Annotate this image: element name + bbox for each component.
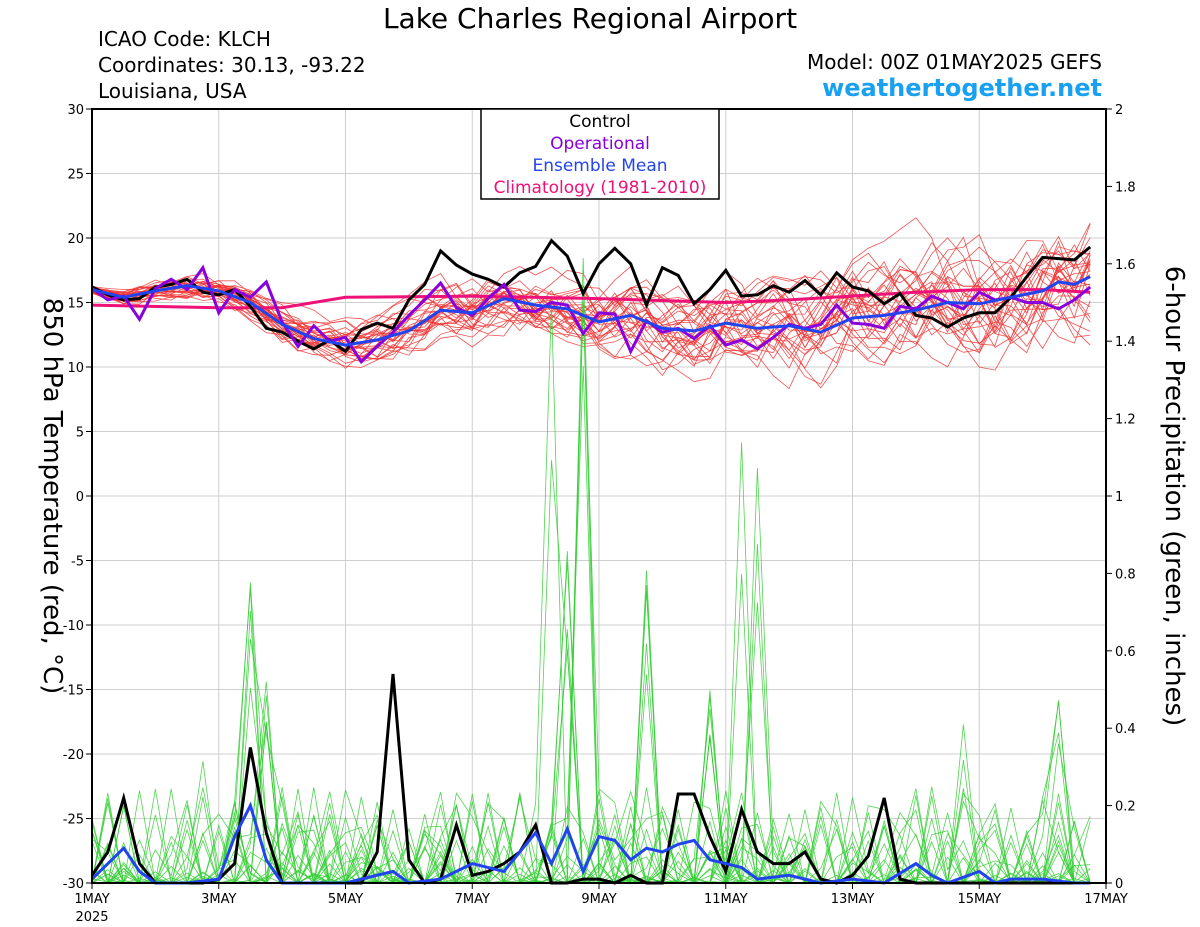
series-lines bbox=[90, 238, 1092, 885]
legend-entry: Operational bbox=[550, 134, 650, 154]
x-tick-label: 5MAY bbox=[328, 892, 363, 907]
right-tick-label: 1.6 bbox=[1115, 258, 1136, 273]
legend-entry: Climatology (1981-2010) bbox=[494, 178, 707, 198]
legend-entry: Control bbox=[569, 112, 630, 132]
left-tick-label: 10 bbox=[67, 361, 84, 376]
right-tick-label: 1.2 bbox=[1115, 413, 1136, 428]
legend-box bbox=[480, 108, 720, 200]
right-tick-label: 0.2 bbox=[1115, 800, 1136, 815]
x-tick-label: 13MAY bbox=[831, 892, 875, 907]
x-tick-label: 7MAY bbox=[455, 892, 490, 907]
site-link[interactable]: weathertogether.net bbox=[822, 74, 1102, 102]
x-tick-label: 15MAY bbox=[957, 892, 1001, 907]
axis-ticks: 302520151050-5-10-15-20-25-3021.81.61.41… bbox=[63, 103, 1136, 925]
x-tick-label: 3MAY bbox=[201, 892, 236, 907]
temperature-member-line bbox=[91, 234, 1091, 358]
chart-title: Lake Charles Regional Airport bbox=[382, 2, 798, 35]
temperature-member-line bbox=[91, 237, 1091, 355]
left-tick-label: 30 bbox=[67, 103, 84, 118]
temperature-member-line bbox=[91, 251, 1091, 389]
x-year-label: 2025 bbox=[75, 910, 108, 925]
control-temperature-line bbox=[91, 238, 1092, 354]
left-tick-label: -10 bbox=[63, 619, 84, 634]
coordinates: Coordinates: 30.13, -93.22 bbox=[98, 53, 366, 77]
icao-code: ICAO Code: KLCH bbox=[98, 27, 271, 51]
left-tick-label: 20 bbox=[67, 232, 84, 247]
left-tick-label: -5 bbox=[71, 555, 84, 570]
precip-member-line bbox=[91, 365, 1091, 884]
left-tick-label: 0 bbox=[76, 490, 84, 505]
right-tick-label: 1.8 bbox=[1115, 180, 1136, 195]
left-tick-label: -30 bbox=[63, 877, 84, 892]
location: Louisiana, USA bbox=[98, 79, 247, 103]
left-tick-label: -15 bbox=[63, 684, 84, 699]
right-tick-label: 0.4 bbox=[1115, 722, 1136, 737]
left-tick-label: 15 bbox=[67, 297, 84, 312]
right-tick-label: 0.8 bbox=[1115, 567, 1136, 582]
x-tick-label: 1MAY bbox=[74, 892, 109, 907]
precip-member-line bbox=[92, 674, 1091, 884]
right-tick-label: 2 bbox=[1115, 103, 1123, 118]
climatology-line bbox=[91, 288, 1091, 310]
x-tick-label: 11MAY bbox=[704, 892, 748, 907]
precip-member-line bbox=[91, 721, 1091, 885]
right-tick-label: 1.4 bbox=[1115, 335, 1136, 350]
temperature-member-line bbox=[91, 280, 1091, 371]
x-tick-label: 17MAY bbox=[1084, 892, 1128, 907]
left-tick-label: 25 bbox=[67, 168, 84, 183]
legend-entry: Ensemble Mean bbox=[532, 156, 667, 176]
temperature-member-line bbox=[91, 250, 1091, 369]
left-axis-title: 850 hPa Temperature (red, °C) bbox=[37, 298, 67, 695]
mean-precip-line bbox=[90, 801, 1091, 885]
mean-temperature-line bbox=[91, 275, 1091, 347]
right-axis-title: 6-hour Precipitation (green, inches) bbox=[1159, 266, 1189, 726]
right-tick-label: 1 bbox=[1115, 490, 1123, 505]
left-tick-label: 5 bbox=[76, 426, 84, 441]
model-run: Model: 00Z 01MAY2025 GEFS bbox=[807, 50, 1102, 74]
temperature-member-line bbox=[91, 237, 1091, 345]
right-tick-label: 0 bbox=[1115, 877, 1123, 892]
left-tick-label: -25 bbox=[63, 813, 84, 828]
x-tick-label: 9MAY bbox=[581, 892, 616, 907]
left-tick-label: -20 bbox=[63, 748, 84, 763]
right-tick-label: 0.6 bbox=[1115, 645, 1136, 660]
operational-temperature-line bbox=[91, 264, 1092, 365]
